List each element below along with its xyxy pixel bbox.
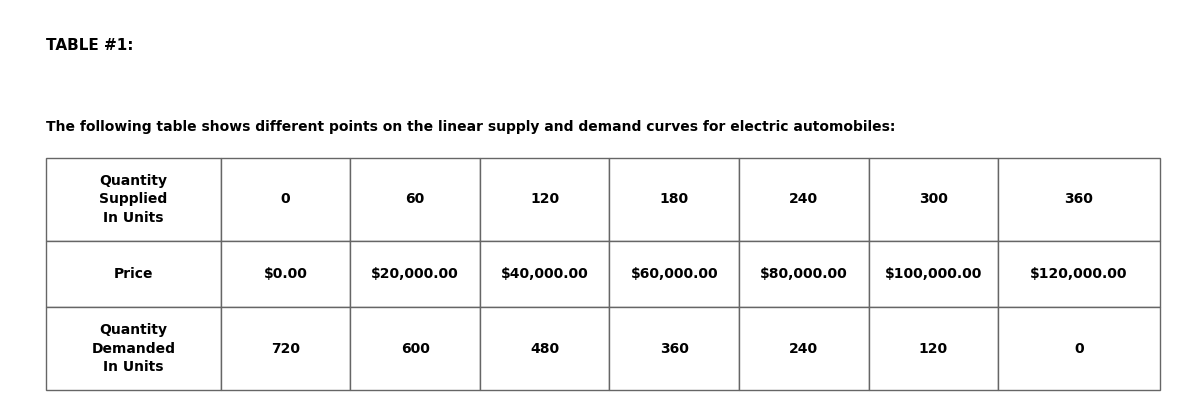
Text: 60: 60 bbox=[405, 192, 425, 206]
Text: $60,000.00: $60,000.00 bbox=[630, 267, 718, 281]
Bar bbox=[739, 307, 868, 390]
Text: 180: 180 bbox=[660, 192, 689, 206]
Text: 240: 240 bbox=[789, 192, 818, 206]
Bar bbox=[45, 158, 221, 241]
Text: 360: 360 bbox=[660, 342, 689, 356]
Text: The following table shows different points on the linear supply and demand curve: The following table shows different poin… bbox=[45, 120, 896, 134]
Text: Price: Price bbox=[114, 267, 153, 281]
Bar bbox=[350, 307, 480, 390]
Bar bbox=[221, 307, 350, 390]
Bar bbox=[610, 307, 739, 390]
Bar bbox=[480, 158, 610, 241]
Bar bbox=[45, 307, 221, 390]
Text: $120,000.00: $120,000.00 bbox=[1030, 267, 1128, 281]
Bar bbox=[350, 158, 480, 241]
Text: 720: 720 bbox=[271, 342, 300, 356]
Bar bbox=[45, 241, 221, 307]
Text: $80,000.00: $80,000.00 bbox=[759, 267, 848, 281]
Bar bbox=[350, 241, 480, 307]
Bar bbox=[868, 307, 999, 390]
Bar bbox=[739, 158, 868, 241]
Text: Quantity
Demanded
In Units: Quantity Demanded In Units bbox=[91, 323, 176, 374]
Text: $100,000.00: $100,000.00 bbox=[885, 267, 982, 281]
Text: 300: 300 bbox=[919, 192, 947, 206]
Bar bbox=[868, 158, 999, 241]
Text: $40,000.00: $40,000.00 bbox=[501, 267, 588, 281]
Bar bbox=[480, 307, 610, 390]
Text: 480: 480 bbox=[530, 342, 560, 356]
Text: 120: 120 bbox=[919, 342, 948, 356]
Text: Quantity
Supplied
In Units: Quantity Supplied In Units bbox=[99, 174, 167, 225]
Bar bbox=[739, 241, 868, 307]
Bar bbox=[610, 241, 739, 307]
Bar bbox=[221, 241, 350, 307]
Text: 360: 360 bbox=[1064, 192, 1093, 206]
Text: 0: 0 bbox=[1074, 342, 1084, 356]
Bar bbox=[999, 158, 1160, 241]
Bar bbox=[999, 241, 1160, 307]
Text: 120: 120 bbox=[530, 192, 560, 206]
Text: $0.00: $0.00 bbox=[263, 267, 307, 281]
Bar bbox=[480, 241, 610, 307]
Bar bbox=[221, 158, 350, 241]
Bar bbox=[868, 241, 999, 307]
Text: 600: 600 bbox=[401, 342, 429, 356]
Text: 0: 0 bbox=[281, 192, 291, 206]
Text: 240: 240 bbox=[789, 342, 818, 356]
Text: $20,000.00: $20,000.00 bbox=[371, 267, 459, 281]
Text: TABLE #1:: TABLE #1: bbox=[45, 38, 134, 53]
Bar bbox=[999, 307, 1160, 390]
Bar bbox=[610, 158, 739, 241]
